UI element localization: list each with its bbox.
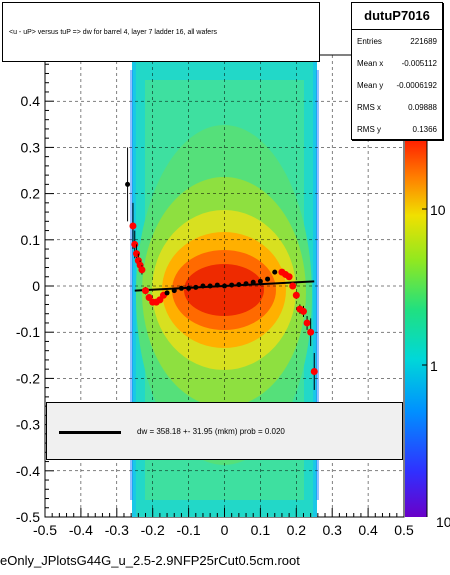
y-tick-label: 0 [32, 278, 40, 294]
stats-value: -0.005112 [401, 59, 437, 68]
y-tick-label: 0.3 [21, 139, 41, 155]
profile-point [178, 285, 184, 291]
profile-point [307, 328, 315, 336]
profile-point [222, 283, 227, 289]
profile-point [164, 290, 170, 296]
profile-points [125, 147, 318, 390]
profile-point [229, 282, 235, 288]
profile-point [200, 283, 206, 289]
stats-name: dutuP7016 [352, 3, 442, 30]
stats-row: Mean y -0.0006192 [352, 74, 442, 96]
stats-value: -0.0006192 [396, 81, 437, 90]
profile-point [250, 279, 256, 285]
y-tick-label: 0.2 [21, 186, 41, 202]
profile-point [272, 269, 278, 275]
y-tick-label: -0.3 [16, 417, 40, 433]
profile-point [171, 288, 177, 294]
colorbar-label-10: 10 [430, 202, 446, 218]
x-tick-label: 0.2 [287, 522, 307, 538]
stats-key: Mean y [357, 81, 384, 90]
stats-value: 0.09888 [408, 103, 437, 112]
profile-point [129, 222, 137, 230]
colorbar [405, 140, 427, 517]
profile-point [303, 319, 311, 327]
fit-legend-line [59, 431, 121, 434]
y-tick-label: 0.4 [21, 93, 41, 109]
profile-point [214, 282, 220, 288]
profile-point [133, 250, 141, 258]
y-tick-label: 0.1 [21, 232, 41, 248]
y-tick-label: -0.5 [16, 509, 40, 525]
profile-point [186, 285, 192, 291]
stats-key: Mean x [357, 59, 384, 68]
stats-row: RMS x 0.09888 [352, 96, 442, 118]
y-tick-label: -0.4 [16, 463, 40, 479]
profile-point [289, 282, 297, 290]
colorbar-label-1: 1 [430, 358, 438, 374]
stats-key: RMS y [357, 125, 381, 134]
x-tick-label: -0.2 [141, 522, 165, 538]
x-tick-label: 0 [221, 522, 229, 538]
profile-point [292, 291, 300, 299]
profile-point [299, 307, 307, 315]
y-tick-label: -0.1 [16, 324, 40, 340]
fit-legend-text: dw = 358.18 +- 31.95 (mkm) prob = 0.020 [137, 427, 285, 436]
profile-point [138, 266, 146, 274]
profile-point [236, 282, 242, 288]
x-tick-label: -0.5 [33, 522, 57, 538]
profile-point [125, 181, 131, 187]
stats-row: RMS y 0.1366 [352, 118, 442, 140]
x-axis: -0.5 -0.4 -0.3 -0.2 -0.1 0 0.1 0.2 0.3 0.4 0.5 [33, 508, 414, 538]
profile-point [310, 367, 318, 375]
chart-title: <u - uP> versus tuP => dw for barrel 4, … [9, 29, 218, 36]
profile-point [131, 240, 139, 248]
title-box: <u - uP> versus tuP => dw for barrel 4, … [2, 2, 320, 62]
x-tick-label: 0.5 [394, 522, 414, 538]
profile-point [265, 276, 271, 282]
x-tick-label: 0.1 [251, 522, 271, 538]
profile-point [193, 284, 199, 290]
stats-box: dutuP7016 Entries 221689 Mean x -0.005112 … [351, 2, 443, 140]
x-tick-label: -0.1 [177, 522, 201, 538]
colorbar-label-10-bottom: 10 [436, 514, 450, 530]
y-tick-label: -0.2 [16, 370, 40, 386]
stats-row: Mean x -0.005112 [352, 52, 442, 74]
x-tick-label: 0.3 [322, 522, 342, 538]
profile-point [207, 283, 213, 289]
profile-point [285, 273, 293, 281]
x-tick-label: 0.4 [358, 522, 378, 538]
x-tick-label: -0.4 [69, 522, 93, 538]
stats-key: RMS x [357, 103, 381, 112]
stats-key: Entries [357, 37, 382, 46]
profile-point [243, 281, 249, 287]
stats-value: 221689 [410, 37, 437, 46]
stats-row: Entries 221689 [352, 30, 442, 52]
footer-filename: eOnly_JPlotsG44G_u_2.5-2.9NFP25rCut0.5cm… [0, 553, 300, 568]
x-tick-label: -0.3 [105, 522, 129, 538]
profile-point [142, 287, 150, 295]
fit-legend-box: dw = 358.18 +- 31.95 (mkm) prob = 0.020 [46, 402, 403, 460]
stats-value: 0.1366 [412, 125, 437, 134]
profile-point [257, 278, 263, 284]
